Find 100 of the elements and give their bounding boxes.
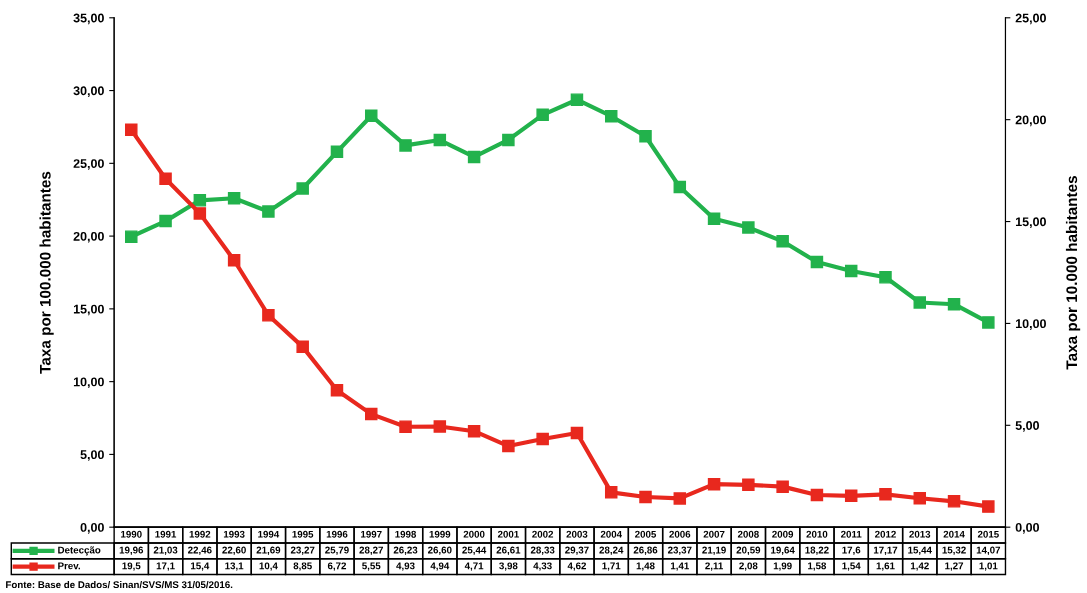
point <box>742 478 755 492</box>
data-label: 1,71 <box>602 562 621 571</box>
point <box>570 93 584 106</box>
data-label: 13,1 <box>225 562 244 571</box>
x-tick-label: 2011 <box>841 530 862 538</box>
data-label: 15,32 <box>942 546 966 555</box>
point <box>262 205 275 218</box>
x-tick-label: 1995 <box>292 530 314 538</box>
data-label: 25,79 <box>325 546 349 555</box>
point <box>193 194 207 207</box>
point <box>125 123 138 137</box>
point <box>776 235 789 248</box>
point <box>879 488 892 501</box>
point <box>810 488 824 502</box>
x-tick-label: 2005 <box>635 530 657 538</box>
point <box>673 492 687 505</box>
point <box>982 500 995 513</box>
point <box>639 130 652 143</box>
data-label: 17,1 <box>156 562 175 571</box>
point <box>982 316 995 329</box>
data-label: 20,59 <box>736 546 761 555</box>
point <box>433 420 447 433</box>
point <box>296 182 309 195</box>
x-tick-label: 2007 <box>703 530 725 538</box>
x-tick-label: 2013 <box>909 530 931 538</box>
data-label: 29,37 <box>565 546 589 555</box>
y2-tick-label: 25,00 <box>1015 13 1046 25</box>
y2-tick-label: 10,00 <box>1015 319 1046 330</box>
y2-tick-label: 0,00 <box>1015 522 1040 534</box>
point <box>742 221 755 234</box>
x-tick-label: 2003 <box>566 530 588 538</box>
data-label: 22,60 <box>222 546 246 555</box>
y-tick-label: 35,00 <box>73 13 104 25</box>
x-tick-label: 1997 <box>361 530 382 538</box>
point <box>673 180 687 194</box>
data-label: 1,41 <box>670 562 689 571</box>
x-tick-label: 1998 <box>395 530 417 538</box>
point <box>570 426 584 440</box>
point <box>879 271 892 284</box>
y2-tick-label: 5,00 <box>1015 421 1040 432</box>
data-label: 19,96 <box>119 546 144 555</box>
data-label: 26,61 <box>496 546 521 555</box>
data-label: 14,07 <box>976 546 1001 555</box>
data-label: 1,01 <box>979 562 998 571</box>
point <box>159 172 172 186</box>
point <box>776 480 789 493</box>
data-label: 5,55 <box>362 562 381 571</box>
point <box>227 254 241 267</box>
point <box>125 230 138 243</box>
data-label: 3,98 <box>499 562 518 571</box>
data-label: 25,44 <box>462 546 487 555</box>
data-label: 17,17 <box>873 546 898 555</box>
x-tick-label: 2002 <box>532 530 554 538</box>
data-label: 1,27 <box>945 562 964 571</box>
point <box>707 212 721 226</box>
point <box>536 108 549 122</box>
y2-tick-label: 20,00 <box>1015 115 1046 127</box>
x-tick-label: 1990 <box>121 530 142 538</box>
point <box>536 432 549 446</box>
data-label: 22,46 <box>188 546 212 555</box>
point <box>262 309 275 322</box>
data-label: 28,33 <box>530 546 555 555</box>
data-label: 4,71 <box>464 562 484 571</box>
y-tick-label: 25,00 <box>73 159 104 170</box>
x-tick-label: 1994 <box>258 530 280 538</box>
data-label: 4,93 <box>396 562 415 571</box>
x-tick-label: 2012 <box>875 530 896 538</box>
data-label: 2,11 <box>705 562 723 571</box>
data-label: 23,27 <box>290 546 315 555</box>
point <box>639 490 652 504</box>
point <box>365 109 378 122</box>
x-tick-label: 2015 <box>977 530 999 538</box>
point <box>913 491 927 505</box>
x-tick-label: 2006 <box>669 530 691 538</box>
data-label: 17,6 <box>842 546 861 555</box>
y2-tick-label: 15,00 <box>1015 217 1046 229</box>
data-label: 1,58 <box>808 562 827 571</box>
data-label: 6,72 <box>327 562 347 571</box>
data-label: 21,19 <box>702 546 726 555</box>
data-label: 15,4 <box>190 562 210 571</box>
point <box>467 150 481 164</box>
x-tick-label: 1991 <box>155 530 177 538</box>
point <box>296 340 309 354</box>
data-label: 18,22 <box>805 546 829 555</box>
data-label: 21,03 <box>153 546 178 555</box>
point <box>502 439 515 453</box>
point <box>330 384 344 397</box>
point <box>502 133 515 147</box>
y-tick-label: 15,00 <box>73 304 104 316</box>
data-label: 28,27 <box>359 546 383 555</box>
x-tick-label: 1993 <box>223 530 245 538</box>
point <box>810 255 824 269</box>
point <box>330 145 344 159</box>
data-label: 23,37 <box>667 546 692 555</box>
data-label: 26,60 <box>427 546 452 555</box>
data-label: 1,54 <box>842 562 861 571</box>
data-label: 26,23 <box>393 546 418 555</box>
point <box>467 424 481 438</box>
data-label: 2,08 <box>739 562 758 571</box>
y-tick-label: 5,00 <box>80 450 104 461</box>
